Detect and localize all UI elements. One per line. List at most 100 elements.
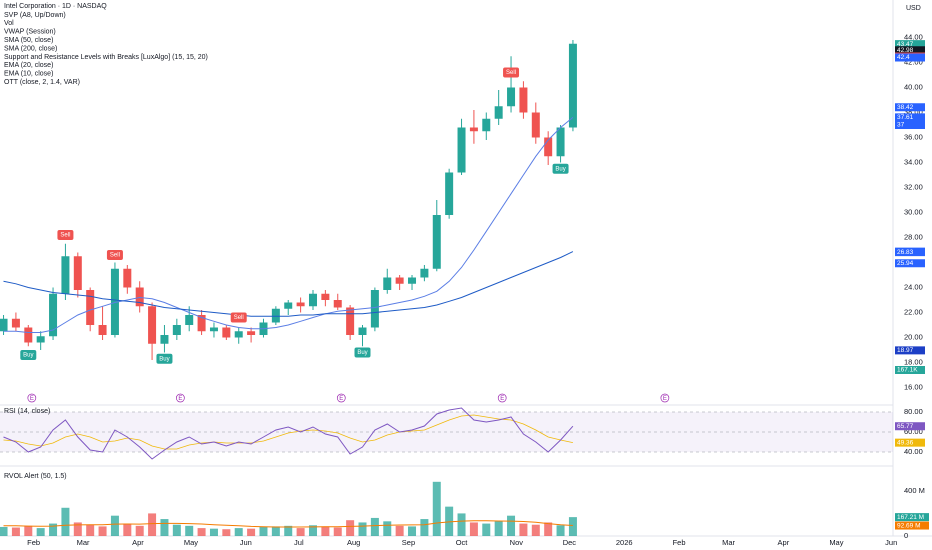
volume-tag — [895, 521, 929, 530]
signal-badge — [156, 353, 173, 364]
event-marker — [497, 393, 507, 403]
event-label: E — [30, 396, 34, 402]
x-tick-label: May — [184, 538, 198, 547]
volume-bar — [86, 524, 95, 536]
volume-bar — [0, 526, 8, 536]
candle-body — [135, 287, 144, 307]
rsi-tag-label: 49.36 — [897, 439, 914, 446]
candle-body — [49, 293, 58, 337]
candle-body — [507, 87, 516, 107]
legend-entry: SMA (200, close) — [4, 45, 57, 52]
candle-body — [308, 293, 317, 307]
candle-body — [11, 318, 20, 328]
pane-title: RSI (14, close) — [4, 408, 50, 415]
candle-body — [408, 277, 417, 284]
candle-body — [271, 308, 280, 323]
price-tag — [895, 113, 925, 122]
price-tag — [895, 346, 925, 355]
volume-bar — [271, 526, 280, 536]
candle-body — [24, 327, 33, 343]
candle-body — [73, 256, 82, 290]
volume-bar — [507, 515, 516, 536]
candle-body — [36, 336, 45, 343]
candle-body — [519, 87, 528, 113]
volume-bar — [556, 525, 565, 536]
x-tick-label: Oct — [456, 538, 469, 547]
candle-body — [61, 256, 70, 294]
signal-badge — [230, 312, 247, 323]
x-tick-label: Apr — [778, 538, 790, 547]
y-tick-label: 32.00 — [904, 182, 923, 191]
signal-label: Buy — [159, 356, 169, 362]
event-label: E — [500, 396, 504, 402]
legend-entry: SVP (A8, Up/Down) — [4, 12, 66, 19]
volume-tag-label: 167.1K — [897, 367, 918, 374]
candle-body — [172, 325, 181, 335]
x-tick-label: May — [829, 538, 843, 547]
volume-bar — [284, 525, 293, 536]
volume-tag-label: 167.21 M — [897, 514, 924, 521]
event-label: E — [178, 396, 182, 402]
price-tag — [895, 46, 925, 55]
x-tick-label: Jun — [240, 538, 252, 547]
y-tick-label: 40.00 — [904, 82, 923, 91]
y-tick-label: 44.00 — [904, 32, 923, 41]
x-tick-label: Apr — [132, 538, 144, 547]
y-tick-label: 20.00 — [904, 332, 923, 341]
price-tag-label: 37.61 — [897, 114, 914, 121]
volume-average — [3, 520, 573, 528]
candle-body — [358, 327, 367, 335]
ma-line — [3, 117, 574, 333]
price-tag — [895, 259, 925, 268]
signal-label: Sell — [234, 315, 244, 321]
signal-badge — [354, 347, 371, 358]
volume-bar — [247, 528, 256, 536]
y-tick-label: 30.00 — [904, 207, 923, 216]
volume-bar — [544, 522, 553, 536]
volume-bar — [531, 524, 540, 536]
signal-label: Sell — [110, 253, 120, 259]
y-tick-label: 22.00 — [904, 307, 923, 316]
signal-label: Buy — [357, 350, 367, 356]
signal-label: Sell — [60, 233, 70, 239]
volume-bar — [321, 526, 330, 536]
candle-body — [86, 290, 95, 325]
x-tick-label: Mar — [722, 538, 735, 547]
price-tag — [895, 40, 925, 49]
price-tag-label: 37 — [897, 122, 905, 129]
legend-entry: VWAP (Session) — [4, 29, 56, 36]
volume-bar — [432, 481, 441, 536]
price-tag-label: 42.4 — [897, 54, 910, 61]
volume-bar — [49, 523, 58, 536]
price-tag-label: 18.97 — [897, 347, 914, 354]
event-marker — [27, 393, 37, 403]
x-tick-label: Jun — [885, 538, 897, 547]
volume-bar — [333, 527, 342, 536]
event-label: E — [663, 396, 667, 402]
candle-body — [0, 318, 8, 332]
y-tick-label: 24.00 — [904, 282, 923, 291]
legend-entry: SMA (50, close) — [4, 37, 53, 44]
price-tag — [895, 248, 925, 257]
legend-entry: Support and Resistance Levels with Break… — [4, 54, 208, 61]
signal-label: Sell — [506, 70, 516, 76]
price-tag-label: 26.83 — [897, 249, 914, 256]
price-tag-label: 25.94 — [897, 260, 914, 267]
event-label: E — [339, 396, 343, 402]
y-tick-label: 42.00 — [904, 57, 923, 66]
candle-body — [234, 331, 243, 338]
candle-body — [123, 268, 132, 288]
volume-bar — [61, 507, 70, 536]
y-tick-label: 0 — [904, 531, 908, 540]
candle-body — [284, 302, 293, 309]
price-tag-label: 43.47 — [897, 41, 914, 48]
x-tick-label: Nov — [510, 538, 524, 547]
currency: USD — [906, 5, 921, 12]
chart-title: Intel Corporation · 1D · NASDAQ — [4, 3, 107, 10]
y-tick-label: 28.00 — [904, 232, 923, 241]
event-marker — [176, 393, 185, 403]
volume-bar — [395, 525, 404, 536]
legend-entry: OTT (close, 2, 1.4, VAR) — [4, 79, 80, 86]
candle-body — [296, 302, 305, 307]
